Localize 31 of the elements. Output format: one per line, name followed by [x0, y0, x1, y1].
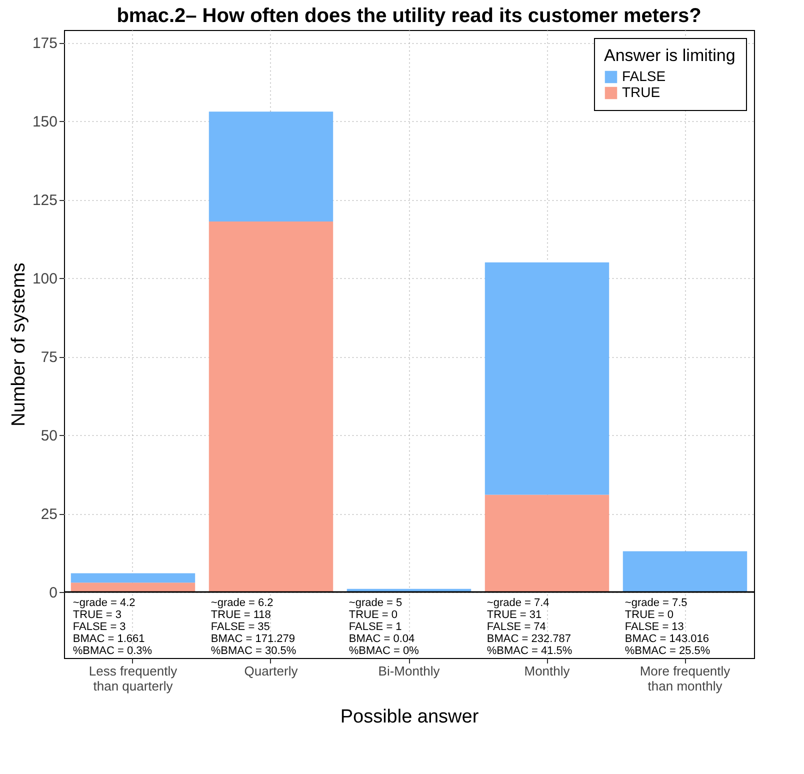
bar — [484, 494, 610, 592]
x-tick-label: Monthly — [524, 664, 570, 678]
y-tick-label: 150 — [32, 114, 58, 131]
y-tick-label: 0 — [49, 584, 58, 602]
bar — [70, 582, 196, 592]
y-tick-label: 175 — [32, 35, 58, 52]
bar — [70, 573, 196, 583]
annotation: ~grade = 7.4 TRUE = 31 FALSE = 74 BMAC = 232.787 %BMAC = 41.5% — [486, 597, 572, 658]
bar — [208, 112, 334, 222]
x-tick-label: Less frequently than quarterly — [88, 664, 178, 694]
y-axis-title: Number of systems — [8, 262, 30, 426]
y-tick-label: 75 — [40, 349, 58, 366]
legend-label: TRUE — [622, 84, 660, 100]
legend-title: Answer is limiting — [604, 46, 736, 65]
annotation: ~grade = 4.2 TRUE = 3 FALSE = 3 BMAC = 1.661 %BMAC = 0.3% — [72, 597, 152, 658]
legend-label: FALSE — [622, 68, 666, 84]
chart-title: bmac.2– How often does the utility read its customer meters? — [116, 5, 702, 27]
y-tick-label: 25 — [40, 506, 58, 524]
x-tick-label: Quarterly — [244, 664, 298, 678]
x-tick-label: More frequently than monthly — [640, 664, 731, 694]
y-tick-label: 100 — [32, 270, 58, 288]
bar — [484, 262, 610, 495]
bar — [622, 551, 748, 592]
y-tick-label: 125 — [32, 192, 58, 210]
x-axis-title: Possible answer — [340, 706, 480, 728]
bar — [208, 222, 334, 592]
y-tick-label: 50 — [40, 428, 58, 445]
annotation: ~grade = 7.5 TRUE = 0 FALSE = 13 BMAC = 143.016 %BMAC = 25.5% — [624, 597, 710, 658]
x-tick-label: Bi-Monthly — [378, 664, 440, 678]
annotation: ~grade = 5 TRUE = 0 FALSE = 1 BMAC = 0.04 %BMAC = 0% — [348, 597, 420, 658]
annotation: ~grade = 6.2 TRUE = 118 FALSE = 35 BMAC = 171.279 %BMAC = 30.5% — [210, 597, 296, 658]
